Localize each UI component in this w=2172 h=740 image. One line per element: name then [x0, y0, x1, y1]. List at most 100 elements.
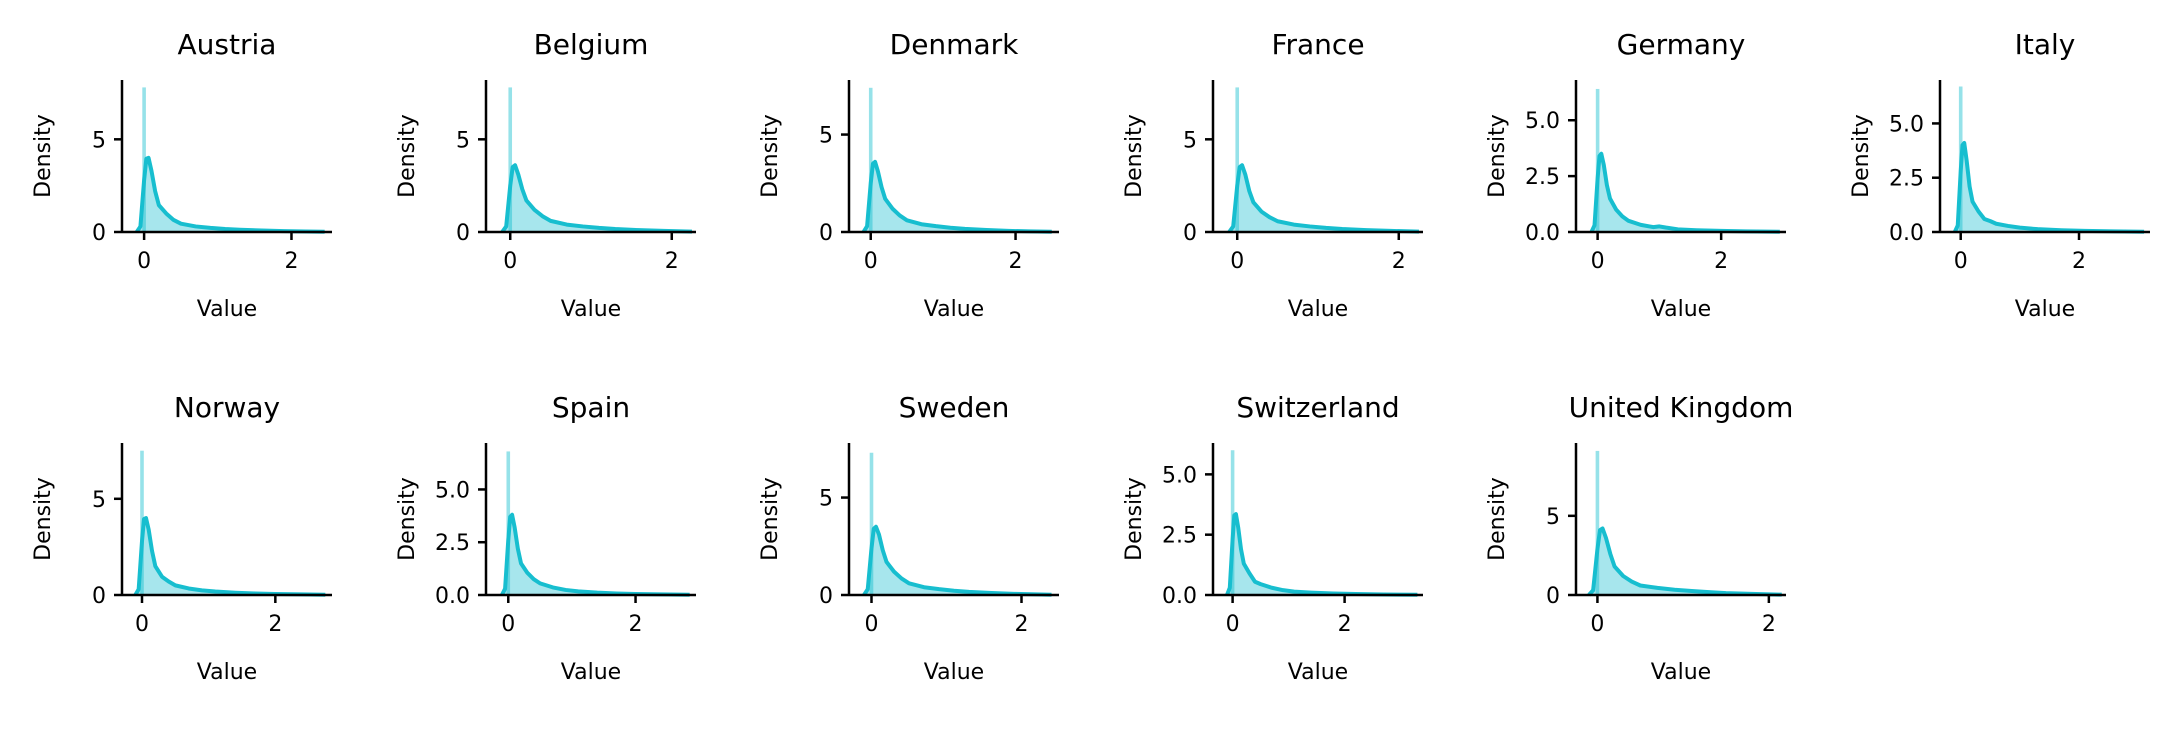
y-tick-label: 0.0 — [1525, 221, 1560, 246]
y-tick-label: 5.0 — [1162, 463, 1197, 488]
y-tick-label: 2.5 — [1525, 165, 1560, 190]
subplot-belgium: Belgium 0 2 0 5 Value Density — [395, 28, 696, 322]
histogram-bar — [142, 87, 146, 232]
y-axis-label: Density — [395, 114, 420, 198]
x-tick-label: 0 — [137, 249, 151, 274]
x-tick-label: 2 — [284, 249, 298, 274]
subplot-norway: Norway 0 2 0 5 Value Density — [31, 391, 332, 685]
subplot-title: Sweden — [899, 391, 1010, 424]
x-tick-label: 2 — [1338, 612, 1352, 637]
y-tick-label: 5 — [819, 124, 833, 149]
x-tick-label: 0 — [1954, 249, 1968, 274]
y-tick-label: 0.0 — [1162, 584, 1197, 609]
x-axis-label: Value — [197, 297, 257, 322]
histogram-bar — [869, 452, 874, 595]
subplot-austria: Austria 0 2 0 5 Value Density — [31, 28, 332, 322]
x-axis-label: Value — [1651, 297, 1711, 322]
density-area — [1227, 514, 1418, 595]
subplot-germany: Germany 0 2 0.0 2.5 5.0 Value Density — [1485, 28, 1786, 322]
x-tick-label: 0 — [1230, 249, 1244, 274]
density-line — [135, 155, 325, 234]
x-tick-label: 0 — [865, 612, 879, 637]
x-axis-label: Value — [1288, 297, 1348, 322]
density-line — [133, 516, 326, 597]
y-axis-label: Density — [31, 477, 56, 561]
y-tick-label: 0 — [456, 221, 470, 246]
y-tick-label: 5 — [92, 488, 106, 513]
x-axis-label: Value — [924, 660, 984, 685]
density-area — [863, 161, 1052, 232]
density-line — [862, 524, 1052, 597]
x-axis-label: Value — [197, 660, 257, 685]
y-axis-label: Density — [1122, 477, 1147, 561]
x-axis-label: Value — [1651, 660, 1711, 685]
histogram-bar — [508, 87, 513, 232]
x-tick-label: 0 — [1226, 612, 1240, 637]
density-area — [864, 526, 1052, 595]
y-tick-label: 5.0 — [1525, 109, 1560, 134]
subplot-france: France 0 2 0 5 Value Density — [1122, 28, 1423, 322]
density-line — [1227, 163, 1420, 234]
y-tick-label: 5 — [92, 128, 106, 153]
subplot-title: United Kingdom — [1569, 391, 1794, 424]
density-line — [861, 159, 1052, 234]
x-tick-label: 2 — [1009, 249, 1023, 274]
subplot-spain: Spain 0 2 0.0 2.5 5.0 Value Density — [395, 391, 696, 685]
y-tick-label: 0 — [819, 584, 833, 609]
subplot-united-kingdom: United Kingdom 0 2 0 5 Value Density — [1485, 391, 1793, 685]
x-axis-label: Value — [561, 297, 621, 322]
x-tick-label: 2 — [1015, 612, 1029, 637]
y-axis-label: Density — [1485, 477, 1510, 561]
y-axis-label: Density — [1122, 114, 1147, 198]
x-tick-label: 2 — [1714, 249, 1728, 274]
subplot-title: Denmark — [890, 28, 1019, 61]
subplot-title: Belgium — [534, 28, 649, 61]
density-area — [502, 165, 692, 232]
x-tick-label: 2 — [268, 612, 282, 637]
x-tick-label: 0 — [135, 612, 149, 637]
subplot-title: Switzerland — [1236, 391, 1399, 424]
y-tick-label: 5.0 — [1889, 112, 1924, 137]
y-axis-label: Density — [758, 477, 783, 561]
density-area — [135, 518, 326, 595]
x-tick-label: 0 — [503, 249, 517, 274]
subplot-title: Italy — [2015, 28, 2076, 61]
density-area — [1954, 142, 2145, 232]
y-axis-label: Density — [1485, 114, 1510, 198]
y-axis-label: Density — [395, 477, 420, 561]
density-line — [1225, 512, 1418, 597]
x-tick-label: 2 — [1392, 249, 1406, 274]
subplot-italy: Italy 0 2 0.0 2.5 5.0 Value Density — [1849, 28, 2150, 322]
histogram-bar — [1595, 450, 1600, 595]
y-tick-label: 0 — [1183, 221, 1197, 246]
x-tick-label: 0 — [1590, 612, 1604, 637]
y-tick-label: 0.0 — [1889, 221, 1924, 246]
histogram-bar — [1235, 87, 1240, 232]
y-tick-label: 0 — [1546, 584, 1560, 609]
x-axis-label: Value — [1288, 660, 1348, 685]
subplot-denmark: Denmark 0 2 0 5 Value Density — [758, 28, 1059, 322]
y-tick-label: 2.5 — [1162, 524, 1197, 549]
density-line — [500, 163, 693, 234]
y-tick-label: 2.5 — [435, 531, 470, 556]
density-line — [1589, 151, 1780, 234]
x-tick-label: 2 — [2072, 249, 2086, 274]
y-tick-label: 0 — [819, 221, 833, 246]
density-line — [1952, 140, 2145, 234]
y-tick-label: 0.0 — [435, 584, 470, 609]
y-axis-label: Density — [31, 114, 56, 198]
y-tick-label: 5 — [1546, 505, 1560, 530]
y-axis-label: Density — [1849, 114, 1874, 198]
y-tick-label: 5 — [1183, 128, 1197, 153]
subplot-title: Germany — [1617, 28, 1746, 61]
density-area — [1229, 165, 1419, 232]
x-tick-label: 2 — [665, 249, 679, 274]
subplot-title: Norway — [174, 391, 280, 424]
subplot-sweden: Sweden 0 2 0 5 Value Density — [758, 391, 1059, 685]
x-axis-label: Value — [924, 297, 984, 322]
density-line — [1587, 526, 1782, 597]
x-tick-label: 0 — [501, 612, 515, 637]
y-axis-label: Density — [758, 114, 783, 198]
y-tick-label: 5 — [456, 128, 470, 153]
